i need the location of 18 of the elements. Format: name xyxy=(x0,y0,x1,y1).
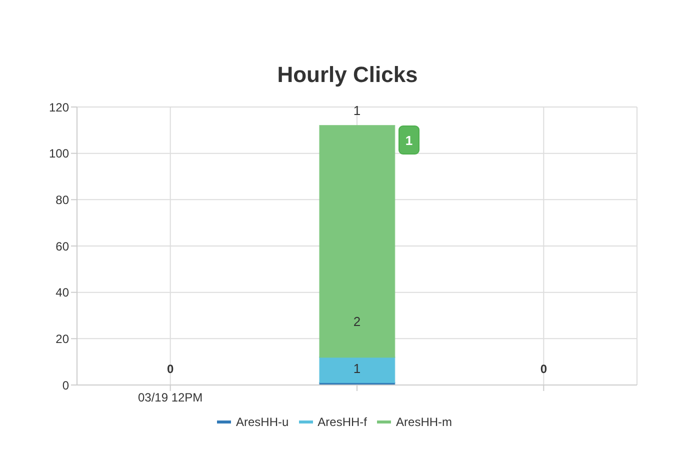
total-label: 0 xyxy=(166,362,174,376)
y-tick-label: 60 xyxy=(56,239,70,254)
annotation: 2 xyxy=(353,314,361,329)
y-tick-label: 120 xyxy=(48,100,70,114)
y-tick-label: 40 xyxy=(56,286,70,300)
legend-label: AresHH-f xyxy=(318,415,368,429)
total-label: 0 xyxy=(540,362,548,376)
legend-label: AresHH-u xyxy=(236,415,289,429)
y-tick-label: 80 xyxy=(56,192,70,207)
chart-title: Hourly Clicks xyxy=(276,62,419,88)
y-tick-label: 100 xyxy=(48,146,70,161)
y-tick-label: 20 xyxy=(56,332,70,346)
annotation: 1 xyxy=(353,361,361,376)
x-tick-label: 03/19 12PM xyxy=(138,390,203,405)
annotation: 1 xyxy=(353,103,361,118)
y-tick-label: 0 xyxy=(62,378,70,392)
annotation: 1 xyxy=(405,133,413,148)
legend-label: AresHH-m xyxy=(396,415,452,429)
